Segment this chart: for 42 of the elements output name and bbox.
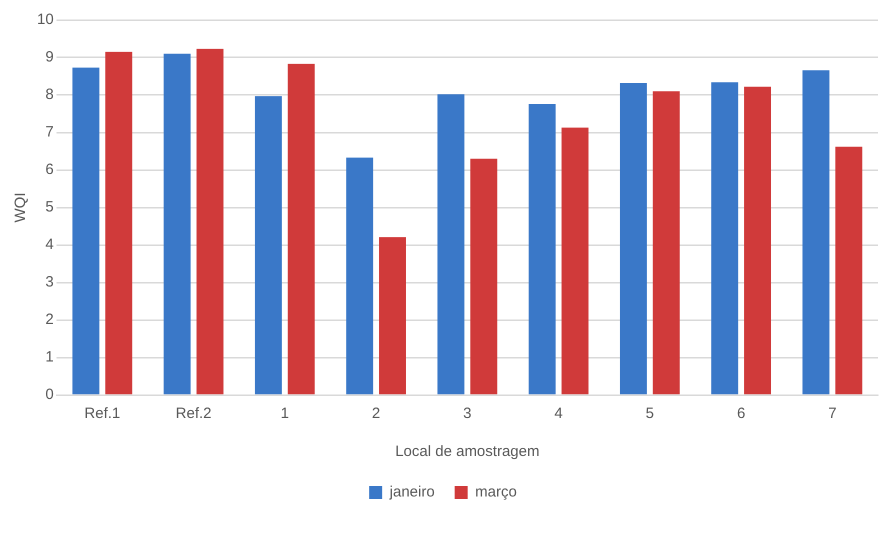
y-tick-label: 10 bbox=[36, 11, 54, 28]
bar bbox=[835, 146, 862, 394]
x-tick-label: 4 bbox=[554, 405, 563, 422]
x-tick-label: 3 bbox=[463, 405, 472, 422]
bar bbox=[652, 91, 680, 394]
bar bbox=[470, 158, 498, 394]
legend-label: março bbox=[475, 484, 517, 501]
bar bbox=[620, 83, 647, 394]
bar bbox=[562, 128, 588, 394]
y-tick-label: 0 bbox=[45, 386, 54, 404]
y-tick-label: 6 bbox=[45, 161, 54, 178]
legend-label: janeiro bbox=[388, 484, 435, 501]
x-tick-label: 2 bbox=[372, 405, 380, 422]
bar bbox=[802, 70, 830, 394]
y-tick-label: 2 bbox=[45, 311, 54, 328]
x-tick-label: 1 bbox=[280, 405, 289, 422]
bar bbox=[744, 86, 772, 394]
bar bbox=[196, 48, 224, 394]
bar bbox=[346, 158, 374, 394]
bar bbox=[528, 104, 556, 394]
bar bbox=[288, 64, 315, 394]
y-tick-label: 9 bbox=[45, 48, 54, 66]
bar bbox=[379, 237, 406, 394]
x-tick-label: 7 bbox=[828, 405, 837, 422]
x-tick-label: 6 bbox=[736, 405, 746, 422]
y-tick-label: 8 bbox=[45, 86, 54, 104]
bar bbox=[164, 54, 191, 394]
x-tick-label: 5 bbox=[646, 405, 654, 422]
y-tick-label: 5 bbox=[45, 198, 54, 216]
x-tick-label: Ref.1 bbox=[84, 405, 120, 422]
y-tick-label: 7 bbox=[45, 124, 54, 141]
x-tick-label: Ref.2 bbox=[176, 405, 212, 422]
bar bbox=[254, 96, 282, 394]
x-axis-title: Local de amostragem bbox=[395, 443, 540, 460]
bar bbox=[72, 68, 100, 394]
y-axis-title: WQI bbox=[12, 192, 30, 222]
y-tick-label: 1 bbox=[45, 348, 54, 366]
bar bbox=[437, 94, 464, 394]
y-tick-label: 4 bbox=[45, 236, 54, 254]
y-tick-label: 3 bbox=[45, 274, 54, 291]
bar bbox=[711, 82, 738, 394]
bar bbox=[105, 52, 132, 394]
